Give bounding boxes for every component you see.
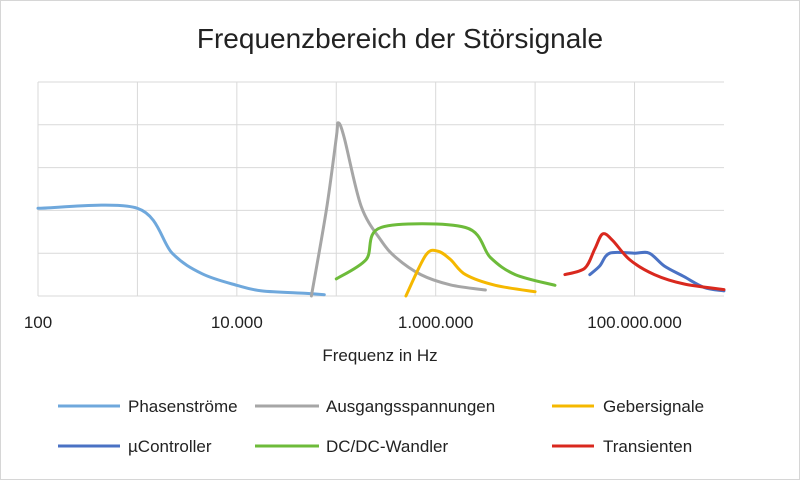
x-tick-label: 100 — [24, 313, 52, 332]
series-line-0 — [36, 203, 326, 297]
x-axis-title: Frequenz in Hz — [322, 346, 437, 365]
gridlines — [37, 81, 724, 297]
legend-label: Ausgangsspannungen — [326, 397, 495, 416]
legend-label: DC/DC-Wandler — [326, 437, 449, 456]
x-tick-label: 1.000.000 — [398, 313, 474, 332]
legend-label: Gebersignale — [603, 397, 704, 416]
series-line-5 — [563, 232, 726, 292]
legend: Phasenströme Ausgangsspannungen Gebersigna… — [58, 397, 704, 456]
series-line-3 — [588, 250, 726, 293]
series-line-4 — [334, 222, 557, 287]
x-tick-label: 100.000.000 — [587, 313, 682, 332]
chart-title: Frequenzbereich der Störsignale — [197, 23, 603, 54]
legend-label: µController — [128, 437, 212, 456]
legend-label: Transienten — [603, 437, 692, 456]
legend-label: Phasenströme — [128, 397, 238, 416]
x-tick-label: 10.000 — [211, 313, 263, 332]
series-lines — [36, 121, 726, 298]
series-line-1 — [309, 121, 487, 298]
x-tick-labels: 100 10.000 1.000.000 100.000.000 — [24, 313, 682, 332]
series-line-2 — [404, 248, 537, 298]
